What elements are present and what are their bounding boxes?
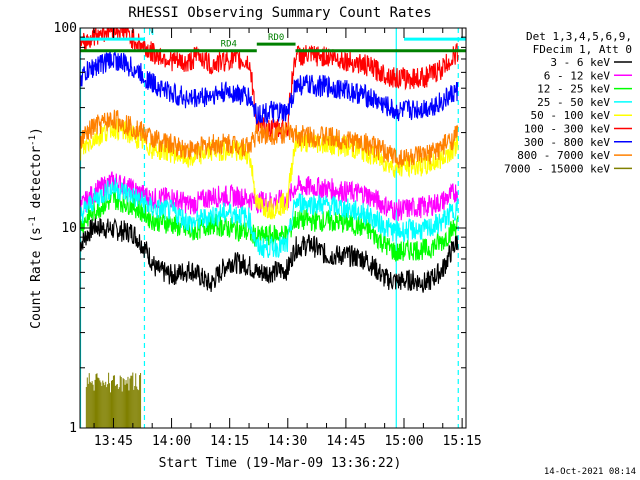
legend-header-0: Det 1,3,4,5,6,9,	[526, 30, 632, 43]
legend-label-0: 3 - 6 keV	[550, 56, 610, 69]
y-axis-label: Count Rate (s-1 detector-1)	[28, 127, 44, 329]
series-line-6	[80, 51, 459, 125]
series-line-8	[85, 372, 142, 428]
legend-label-8: 7000 - 15000 keV	[504, 162, 610, 175]
legend-label-6: 300 - 800 keV	[524, 136, 610, 149]
attenuator-bars: N RD4 RD0	[80, 28, 466, 53]
x-tick-label-1: 14:00	[152, 434, 191, 449]
attenuator-label-4: RD0	[268, 33, 284, 43]
series-line-2	[80, 190, 459, 262]
x-axis: 13:45 14:00 14:15 14:30 14:45 15:00 15:15	[93, 28, 482, 449]
series-line-3	[80, 177, 459, 259]
x-tick-label-2: 14:15	[210, 434, 249, 449]
attenuator-label-3: RD4	[221, 40, 237, 50]
y-axis: 1 10 100	[54, 21, 466, 436]
y-tick-label-0: 1	[69, 421, 77, 436]
y-tick-label-2: 100	[54, 21, 77, 36]
timestamp: 14-Oct-2021 08:14	[544, 467, 636, 477]
legend: Det 1,3,4,5,6,9,FDecim 1, Att 03 - 6 keV…	[504, 30, 632, 175]
x-tick-label-0: 13:45	[94, 434, 133, 449]
legend-label-2: 12 - 25 keV	[537, 83, 610, 96]
series-line-4	[80, 118, 459, 220]
series-line-0	[80, 215, 459, 293]
series-line-5	[80, 28, 459, 140]
x-axis-label: Start Time (19-Mar-09 13:36:22)	[159, 456, 402, 471]
legend-label-3: 25 - 50 keV	[537, 96, 610, 109]
attenuator-label-1: N	[148, 28, 153, 38]
legend-label-5: 100 - 300 keV	[524, 123, 610, 136]
series-lines	[80, 28, 459, 428]
chart-title: RHESSI Observing Summary Count Rates	[128, 5, 431, 21]
y-tick-label-1: 10	[61, 221, 77, 236]
legend-label-7: 800 - 7000 keV	[517, 149, 610, 162]
x-tick-label-4: 14:45	[326, 434, 365, 449]
legend-label-4: 50 - 100 keV	[531, 109, 611, 122]
x-tick-label-6: 15:15	[443, 434, 482, 449]
legend-header-1: FDecim 1, Att 0	[533, 43, 632, 56]
x-tick-label-3: 14:30	[268, 434, 307, 449]
series-line-7	[80, 109, 459, 169]
legend-label-1: 6 - 12 keV	[544, 69, 611, 82]
x-tick-label-5: 15:00	[384, 434, 423, 449]
